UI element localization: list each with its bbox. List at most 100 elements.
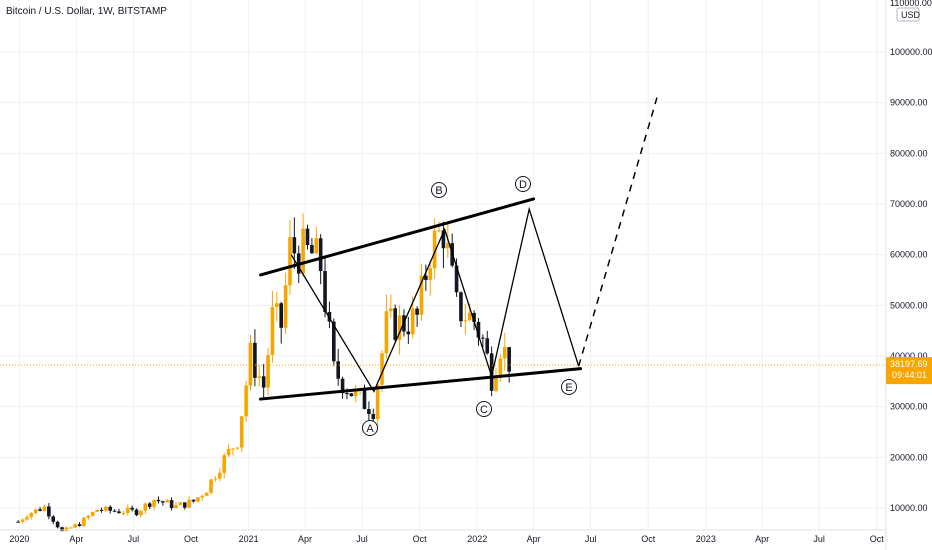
price-tick-label: 20000.00 (890, 452, 928, 462)
candle-body (130, 507, 134, 510)
price-tick-label: 70000.00 (890, 199, 928, 209)
wave-label-circle (515, 176, 531, 192)
candle-body (349, 393, 354, 396)
price-tick-label: 10000.00 (890, 503, 928, 513)
time-tick-label: 2022 (467, 534, 487, 544)
pattern-drawings (259, 97, 658, 401)
candle-body (266, 354, 270, 388)
candle-body (424, 275, 428, 280)
candle-body (375, 384, 380, 420)
wave-label-a: A (366, 423, 374, 435)
candle-body (29, 512, 34, 518)
wave-labels: A B C D E (362, 176, 577, 436)
currency-badge (896, 7, 920, 22)
price-tick-label: 90000.00 (890, 98, 928, 108)
wave-label-circle (561, 379, 577, 395)
time-tick-label: Oct (413, 534, 428, 544)
candle-body (371, 414, 376, 420)
candle-body (428, 268, 433, 280)
candle-body (441, 230, 446, 249)
price-tick-label-top: 110000.00 (890, 0, 932, 8)
candle-body (16, 521, 20, 523)
time-tick-label: Jul (813, 534, 825, 544)
candle-body (336, 361, 340, 379)
price-tick-label: 100000.00 (890, 47, 932, 57)
candle-body (261, 376, 266, 388)
candle-body (60, 527, 64, 532)
candle-body (507, 347, 511, 372)
time-tick-label: Jul (356, 534, 368, 544)
candles (16, 213, 511, 532)
time-ticks: 2020 Apr Jul Oct 2021 Apr Jul Oct 2022 Apr Jul Oct 2… (9, 534, 884, 544)
candle-body (244, 385, 248, 417)
wave-label-circle (476, 401, 492, 417)
time-axis[interactable]: 2020 Apr Jul Oct 2021 Apr Jul Oct 2022 Apr Jul Oct 2… (0, 529, 886, 544)
candle-body (218, 472, 222, 479)
time-tick-label: Apr (69, 534, 83, 544)
candle-body (393, 308, 397, 340)
candle-body (112, 510, 117, 512)
candle-body (99, 509, 104, 511)
candle-body (485, 338, 490, 354)
candle-body (55, 521, 60, 528)
candle-body (301, 228, 305, 274)
current-price-badge (886, 357, 932, 385)
candle-body (432, 230, 437, 269)
candle-body (406, 331, 411, 335)
time-tick-label: Jul (585, 534, 597, 544)
candle-body (47, 506, 51, 517)
time-tick-label: 2023 (696, 534, 716, 544)
candle-body (419, 275, 424, 315)
candle-body (253, 342, 257, 378)
wave-path (290, 206, 580, 393)
candle-body (200, 495, 205, 498)
price-axis[interactable]: 100000.00 90000.00 80000.00 70000.00 60000.0… (885, 0, 932, 550)
currency-label: USD (901, 10, 921, 20)
time-tick-label: 2021 (239, 534, 259, 544)
candle-body (288, 237, 292, 286)
wave-label-e: E (565, 382, 572, 394)
trendline-upper (259, 197, 536, 277)
time-tick-label: Jul (128, 534, 140, 544)
candle-body (152, 499, 156, 507)
candle-body (467, 312, 472, 321)
candle-body (147, 503, 152, 507)
candle-body (384, 311, 389, 354)
candle-body (90, 511, 95, 516)
candle-body (362, 389, 367, 410)
candle-body (226, 448, 231, 456)
candle-body (305, 228, 310, 246)
time-tick-label: Oct (184, 534, 199, 544)
candle-body (51, 516, 56, 522)
candle-body (156, 499, 161, 502)
candle-body (310, 245, 314, 254)
candle-body (437, 230, 441, 232)
candle-body (42, 506, 47, 511)
candle-body (178, 502, 183, 506)
candle-body (353, 390, 358, 396)
candle-body (248, 342, 253, 386)
candle-body (314, 238, 319, 254)
price-tick-label: 50000.00 (890, 300, 928, 310)
candle-body (174, 505, 178, 509)
price-tick-label: 30000.00 (890, 402, 928, 412)
candle-body (494, 376, 498, 391)
candle-body (332, 321, 336, 362)
candle-body (283, 285, 288, 328)
candle-body (397, 315, 402, 340)
candle-body (196, 497, 200, 502)
candle-body (498, 358, 503, 377)
time-tick-label: Oct (641, 534, 656, 544)
time-tick-label: Oct (870, 534, 885, 544)
candle-body (191, 499, 196, 502)
candle-body (454, 265, 459, 293)
candle-body (165, 500, 170, 503)
candle-body (108, 506, 113, 511)
wave-label-b: B (435, 185, 442, 197)
trendline-lower (259, 367, 583, 401)
wave-label-c: C (480, 404, 488, 416)
candle-body (161, 501, 165, 503)
candle-body (82, 517, 86, 527)
candle-body (257, 376, 262, 378)
